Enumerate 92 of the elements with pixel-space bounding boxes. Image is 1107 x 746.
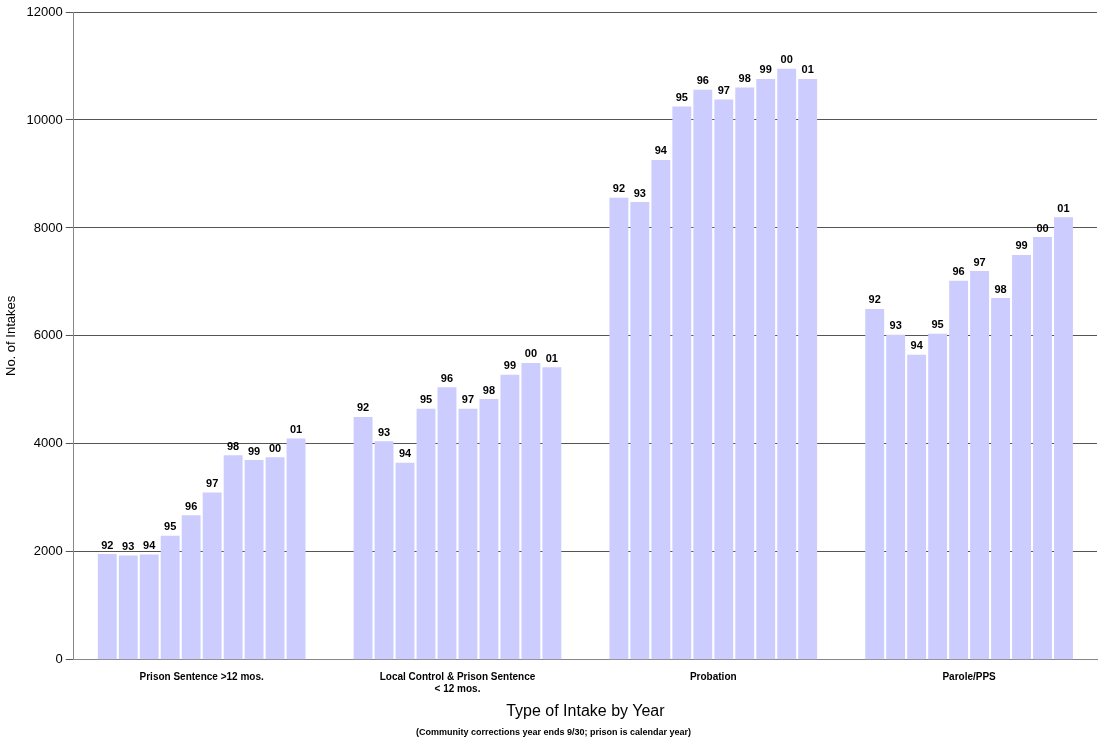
text: 92 (612, 182, 626, 195)
bar (500, 374, 520, 660)
series-label: 01 (545, 351, 558, 364)
bar (907, 354, 927, 660)
y-tick-label: 2000 (33, 543, 63, 559)
x-tick-label: Parole/PPS (942, 670, 997, 682)
text: 96 (952, 265, 965, 278)
bar (886, 334, 906, 660)
bar (865, 308, 885, 660)
series-label: 92 (356, 401, 370, 414)
series-label: 00 (524, 347, 538, 360)
x-tick-label: Local Control & Prison Sentence < 12 mos. (379, 670, 536, 694)
bar (353, 416, 373, 660)
text: 98 (994, 282, 1007, 295)
bar (139, 554, 159, 660)
text: 96 (696, 74, 709, 87)
series-label: 94 (654, 144, 668, 157)
text: 95 (931, 318, 944, 331)
bar (542, 367, 562, 660)
bar (693, 89, 713, 660)
x-tick-label: Prison Sentence >12 mos. (139, 670, 264, 682)
bar (160, 535, 180, 660)
bar (1012, 254, 1031, 660)
bar (777, 68, 797, 660)
text: 01 (801, 63, 814, 76)
bar (479, 399, 499, 660)
bar (244, 460, 264, 660)
y-tick-label: 0 (55, 651, 63, 667)
x-tick-label: Probation (689, 670, 737, 682)
text: 97 (717, 83, 730, 96)
bar (735, 87, 755, 660)
text: 94 (143, 539, 156, 552)
bar (223, 455, 243, 660)
series-label: 95 (419, 393, 433, 406)
bar (97, 553, 117, 660)
text: 93 (122, 540, 135, 553)
bar (798, 78, 818, 660)
text: 93 (377, 425, 391, 438)
text: 98 (738, 72, 751, 85)
bar (970, 271, 990, 660)
text: 94 (910, 339, 923, 352)
bar (928, 333, 948, 660)
bar (1054, 217, 1073, 660)
x-axis-title: Type of Intake by Year (506, 701, 666, 719)
bar (1033, 237, 1052, 660)
text: 96 (185, 499, 198, 512)
bar (395, 462, 415, 660)
series-label: 97 (206, 476, 219, 489)
bar (181, 515, 201, 660)
bar (672, 106, 692, 660)
text: 98 (482, 383, 496, 396)
text: 01 (289, 423, 303, 435)
y-tick-label: 4000 (33, 435, 63, 451)
series-label: 99 (503, 359, 517, 372)
y-tick-label: 10000 (26, 111, 63, 127)
y-axis-title: No. of Intakes (3, 295, 19, 377)
series-label: 93 (889, 319, 902, 332)
bar (651, 159, 671, 660)
bar (949, 280, 969, 660)
bar (286, 438, 306, 660)
y-tick-label: 12000 (26, 3, 63, 19)
bar (458, 408, 478, 660)
text: 95 (164, 520, 177, 533)
text: 99 (1015, 239, 1028, 252)
bar (991, 298, 1010, 660)
bar (265, 457, 285, 660)
y-tick-label: 8000 (33, 219, 63, 235)
bar (202, 492, 222, 660)
bar (609, 197, 629, 660)
bar (374, 441, 394, 660)
bar (118, 555, 138, 660)
text: 97 (461, 393, 475, 406)
text: 95 (675, 91, 688, 103)
bar (416, 408, 436, 660)
text: 93 (633, 186, 646, 199)
text: 01 (1057, 201, 1070, 214)
series-label: 96 (440, 371, 454, 384)
bar (714, 99, 734, 660)
bar (521, 362, 541, 660)
bar (630, 202, 650, 660)
text: (Community corrections year ends 9/30; prison is calendar year) (414, 727, 693, 737)
text: 92 (868, 293, 881, 306)
text: 97 (973, 255, 986, 268)
y-tick-label: 6000 (33, 327, 63, 343)
text: 99 (247, 444, 261, 457)
text: 92 (101, 538, 114, 551)
text: 00 (268, 441, 282, 454)
text: 00 (780, 53, 793, 66)
bar (437, 387, 457, 660)
text: 99 (759, 63, 772, 76)
bar (756, 78, 776, 660)
text: 94 (398, 447, 412, 460)
